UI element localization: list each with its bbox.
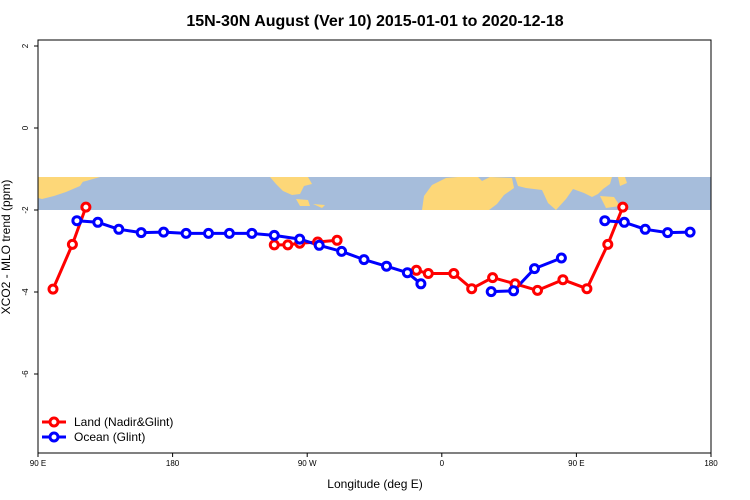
y-tick-label-1: 0 [21,125,30,130]
ocean-point-2-1 [618,216,630,228]
ocean-point-0-16 [415,278,427,290]
ocean-point-2-0 [599,215,611,227]
land-point-2-1 [422,268,434,279]
ocean-point-2-3 [662,227,674,239]
y-tick-label-0: 2 [21,43,30,48]
ocean-point-0-15 [401,267,413,279]
x-tick-label-5: 180 [704,459,718,468]
ocean-point-0-0 [71,215,83,227]
x-tick-label-3: 0 [440,459,445,468]
ocean-point-0-12 [336,245,348,257]
y-tick-label-2: -2 [21,206,30,214]
y-axis: 2 0 -2 -4 -6 [21,43,38,378]
ocean-point-0-1 [92,216,104,228]
y-axis-label: XCO2 - MLO trend (ppm) [0,180,13,315]
ocean-point-0-9 [268,229,280,241]
map-land-asia [515,177,612,210]
land-series-line-2 [416,206,625,292]
map-land-americas-west [38,177,86,199]
x-tick-label-1: 180 [166,459,180,468]
land-point-2-8 [581,283,593,295]
y-tick-label-4: -6 [21,370,30,378]
ocean-point-0-6 [203,227,214,239]
ocean-point-0-10 [294,233,306,245]
land-point-0-2 [80,201,92,213]
x-tick-label-2: 90 W [298,459,317,468]
land-point-2-4 [487,272,499,284]
ocean-point-1-1 [508,285,520,297]
ocean-point-0-3 [135,227,147,239]
land-point-2-0 [410,264,422,276]
x-axis: 90 E 180 90 W 0 90 E 180 [30,453,718,468]
land-point-2-3 [466,283,478,295]
x-axis-label: Longitude (deg E) [327,477,422,491]
legend: Land (Nadir&Glint) Ocean (Glint) [42,415,173,444]
ocean-point-1-2 [529,263,540,275]
plot-frame [37,39,712,454]
ocean-point-0-5 [180,227,192,239]
map-land-africa [422,177,514,210]
land-point-2-7 [557,274,569,286]
map-strip [38,177,711,210]
legend-land-marker [48,416,60,428]
legend-ocean-marker [48,431,60,443]
x-tick-label-4: 90 E [568,459,584,468]
y-tick-label-3: -4 [21,288,30,296]
land-point-2-9 [602,238,614,250]
ocean-point-1-0 [485,286,497,298]
ocean-point-0-8 [246,227,258,239]
land-point-0-1 [66,238,78,250]
land-point-1-1 [282,239,294,251]
ocean-series-line-1 [491,256,562,294]
legend-ocean-label: Ocean (Glint) [74,430,145,444]
land-point-2-10 [617,201,629,213]
land-point-0-0 [47,283,59,295]
series-layer [47,201,696,298]
land-point-2-2 [448,268,460,279]
land-point-1-0 [268,239,280,251]
ocean-point-2-4 [684,226,696,238]
legend-land-label: Land (Nadir&Glint) [74,415,173,429]
ocean-point-0-4 [158,226,170,238]
ocean-point-1-3 [555,252,567,264]
map-land-asia-east [600,177,627,208]
x-tick-label-0: 90 E [30,459,46,468]
chart-title: 15N-30N August (Ver 10) 2015-01-01 to 20… [186,13,563,30]
ocean-point-0-11 [313,239,325,251]
land-point-2-6 [532,284,543,296]
ocean-point-0-2 [113,223,125,235]
ocean-point-0-13 [358,254,370,266]
land-point-1-4 [331,234,343,246]
ocean-point-0-14 [381,260,392,272]
ocean-point-0-7 [223,227,235,239]
ocean-point-2-2 [639,223,651,235]
